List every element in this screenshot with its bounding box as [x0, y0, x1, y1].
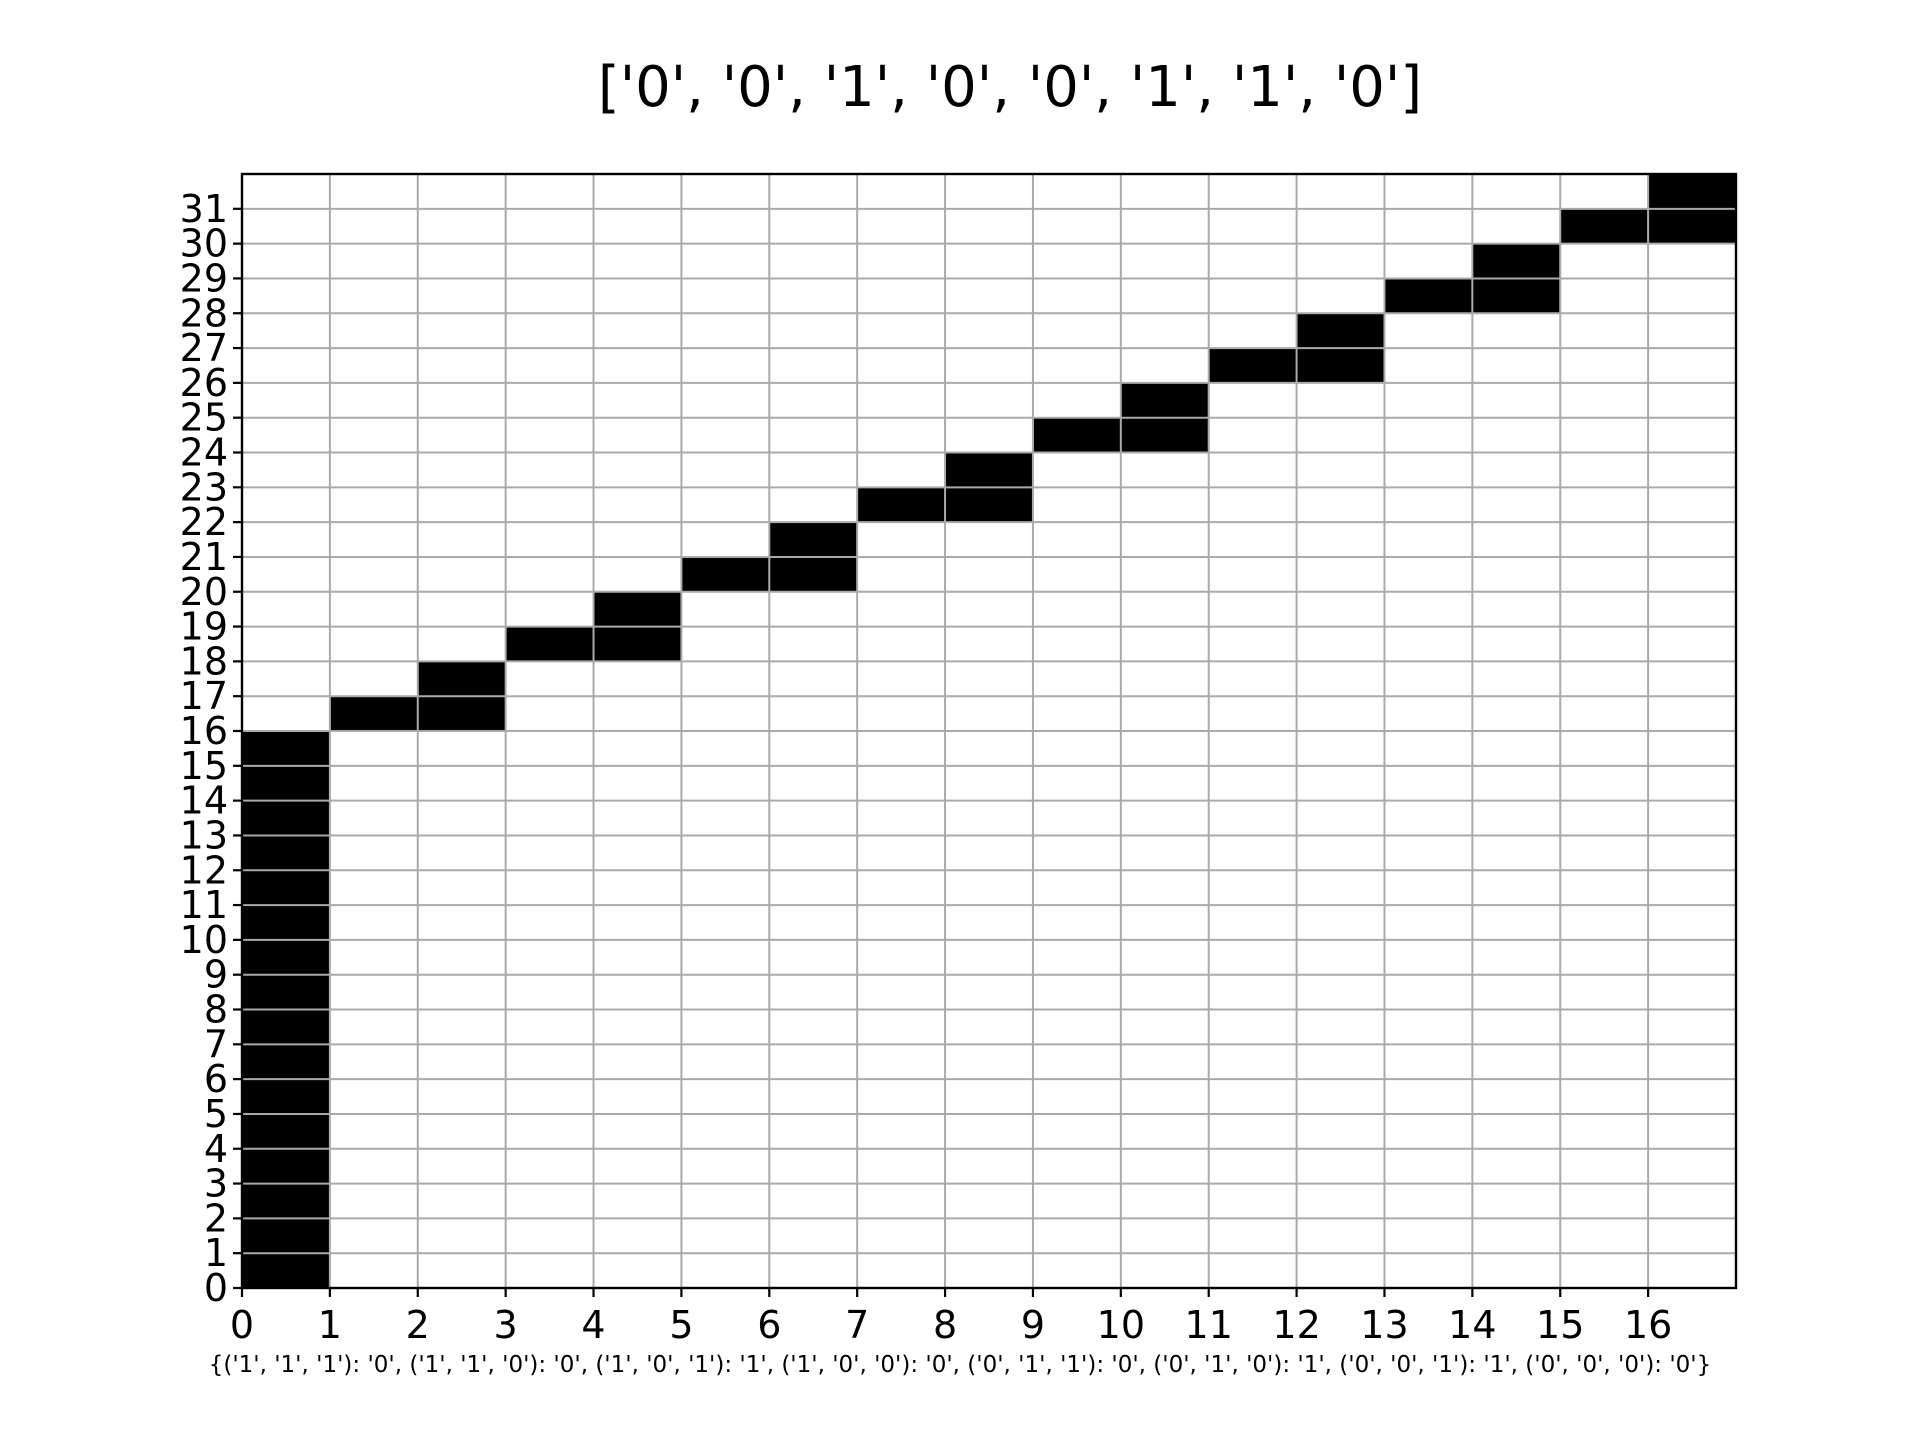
filled-cell [242, 1253, 330, 1288]
x-tick-label: 7 [845, 1303, 869, 1347]
filled-cell [505, 626, 594, 662]
y-tick-label: 11 [180, 883, 228, 927]
filled-cell [242, 1009, 330, 1045]
filled-cell [1120, 417, 1209, 453]
filled-cell [417, 661, 506, 697]
filled-cell [1648, 208, 1736, 244]
filled-cell [417, 696, 506, 731]
y-tick-label: 24 [180, 431, 228, 475]
filled-cell [242, 1218, 330, 1254]
filled-cell [1296, 313, 1385, 349]
filled-cell [1648, 174, 1736, 209]
y-tick-label: 25 [180, 396, 228, 440]
filled-cell [242, 1079, 330, 1114]
filled-cell [1120, 382, 1209, 418]
y-tick-label: 15 [180, 744, 228, 788]
y-tick-label: 16 [180, 709, 228, 753]
filled-cell [1560, 208, 1649, 244]
x-tick-label: 12 [1272, 1303, 1320, 1347]
filled-cell [945, 452, 1033, 488]
y-tick-label: 18 [180, 639, 228, 683]
y-tick-label: 21 [180, 535, 228, 579]
filled-cell [857, 487, 946, 523]
x-tick-label: 15 [1536, 1303, 1584, 1347]
filled-cell [593, 591, 682, 627]
x-tick-label: 11 [1185, 1303, 1233, 1347]
y-tick-label: 13 [180, 813, 228, 857]
x-tick-label: 14 [1448, 1303, 1496, 1347]
chart-title: ['0', '0', '1', '0', '0', '1', '1', '0'] [598, 55, 1422, 120]
filled-cell [1032, 417, 1121, 453]
filled-cell [593, 626, 682, 662]
filled-cell [242, 939, 330, 975]
y-tick-label: 22 [180, 500, 228, 544]
filled-cell [242, 1148, 330, 1184]
grid-layer [242, 174, 1736, 1288]
filled-cell [681, 556, 770, 592]
filled-cell [1208, 348, 1297, 383]
filled-cell [329, 696, 418, 731]
x-tick-label: 6 [757, 1303, 781, 1347]
x-tick-label: 10 [1097, 1303, 1145, 1347]
y-axis: 0123456789101112131415161718192021222324… [180, 187, 242, 1310]
y-tick-label: 17 [180, 674, 228, 718]
y-tick-label: 23 [180, 465, 228, 509]
filled-cell [242, 731, 330, 766]
y-tick-label: 29 [180, 256, 228, 300]
y-tick-label: 8 [204, 988, 228, 1032]
filled-cell [1472, 243, 1561, 279]
x-tick-label: 2 [406, 1303, 430, 1347]
filled-cell [1296, 348, 1385, 383]
y-tick-label: 9 [204, 953, 228, 997]
x-tick-label: 13 [1360, 1303, 1408, 1347]
filled-cell [242, 1113, 330, 1149]
filled-cell [242, 765, 330, 801]
x-tick-label: 5 [669, 1303, 693, 1347]
y-tick-label: 0 [204, 1266, 228, 1310]
y-tick-label: 12 [180, 848, 228, 892]
x-tick-label: 9 [1021, 1303, 1045, 1347]
filled-cell [945, 487, 1033, 523]
y-tick-label: 4 [204, 1127, 228, 1171]
x-tick-label: 0 [230, 1303, 254, 1347]
x-tick-label: 8 [933, 1303, 957, 1347]
filled-cell [769, 556, 858, 592]
y-tick-label: 30 [180, 222, 228, 266]
y-tick-label: 20 [180, 570, 228, 614]
x-tick-label: 16 [1624, 1303, 1672, 1347]
filled-cell [242, 1044, 330, 1080]
rule-caption: {('1', '1', '1'): '0', ('1', '1', '0'): … [209, 1352, 1712, 1378]
y-tick-label: 31 [180, 187, 228, 231]
filled-cell [242, 1183, 330, 1219]
filled-cell [242, 974, 330, 1010]
y-tick-label: 2 [204, 1196, 228, 1240]
filled-cell [242, 905, 330, 940]
y-tick-label: 27 [180, 326, 228, 370]
y-tick-label: 19 [180, 605, 228, 649]
cells-layer [242, 174, 1736, 1288]
y-tick-label: 7 [204, 1022, 228, 1066]
x-axis: 0 1 2 3 4 5 6 7 8 9 10 11 12 13 14 15 16 [230, 1288, 1672, 1347]
y-tick-label: 14 [180, 779, 228, 823]
filled-cell [769, 522, 858, 557]
filled-cell [242, 835, 330, 871]
y-tick-label: 6 [204, 1057, 228, 1101]
y-tick-label: 5 [204, 1092, 228, 1136]
y-tick-label: 1 [204, 1231, 228, 1275]
y-tick-label: 10 [180, 918, 228, 962]
x-tick-label: 1 [318, 1303, 342, 1347]
y-tick-label: 28 [180, 291, 228, 335]
y-tick-label: 3 [204, 1162, 228, 1206]
x-tick-label: 4 [581, 1303, 605, 1347]
filled-cell [242, 800, 330, 836]
x-tick-label: 3 [494, 1303, 518, 1347]
filled-cell [1384, 278, 1473, 314]
filled-cell [1472, 278, 1561, 314]
y-tick-label: 26 [180, 361, 228, 405]
filled-cell [242, 870, 330, 906]
